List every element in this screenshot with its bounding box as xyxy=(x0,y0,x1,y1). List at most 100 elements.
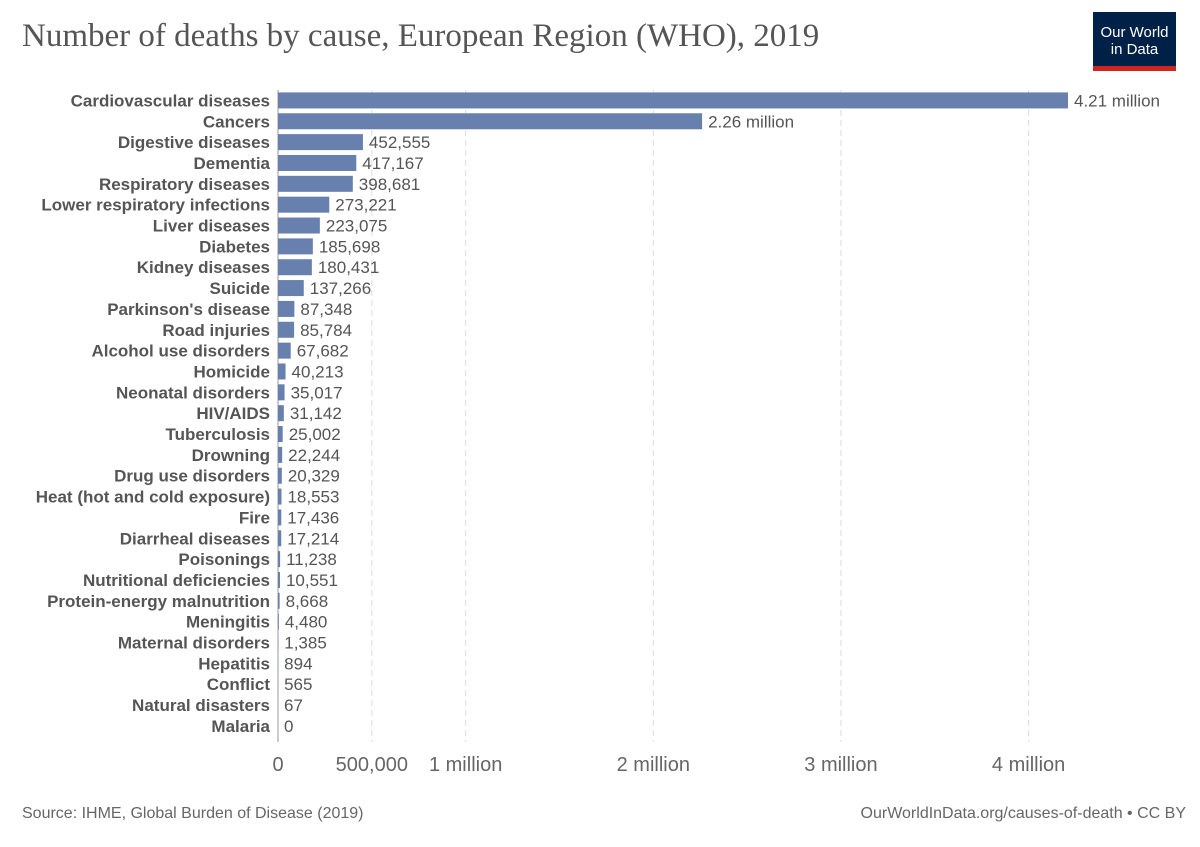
value-label: 273,221 xyxy=(335,196,396,215)
value-label: 31,142 xyxy=(290,404,342,423)
bar xyxy=(278,92,1068,109)
category-label: Fire xyxy=(239,508,270,527)
bar xyxy=(278,175,353,192)
value-label: 180,431 xyxy=(318,258,379,277)
value-label: 35,017 xyxy=(291,383,343,402)
bar xyxy=(278,530,282,547)
value-label: 67 xyxy=(284,696,303,715)
value-label: 17,436 xyxy=(287,508,339,527)
category-label: Conflict xyxy=(207,675,271,694)
bar xyxy=(278,280,304,297)
bar xyxy=(278,321,295,338)
category-label: Nutritional deficiencies xyxy=(83,571,270,590)
chart-title: Number of deaths by cause, European Regi… xyxy=(22,18,820,54)
bar xyxy=(278,342,291,359)
category-label: Hepatitis xyxy=(198,654,270,673)
category-label: Dementia xyxy=(193,154,270,173)
category-label: Drowning xyxy=(192,446,270,465)
value-label: 417,167 xyxy=(362,154,423,173)
value-label: 4,480 xyxy=(285,613,328,632)
value-label: 8,668 xyxy=(286,592,329,611)
value-label: 2.26 million xyxy=(708,112,794,131)
value-label: 67,682 xyxy=(297,342,349,361)
bar xyxy=(278,154,357,171)
source-note: Source: IHME, Global Burden of Disease (… xyxy=(22,805,364,822)
category-label: Diarrheal diseases xyxy=(120,529,270,548)
category-label: Heat (hot and cold exposure) xyxy=(36,488,270,507)
bars xyxy=(278,92,1068,714)
bar xyxy=(278,300,295,317)
value-label: 398,681 xyxy=(359,175,420,194)
bar xyxy=(278,217,320,234)
category-label: HIV/AIDS xyxy=(196,404,270,423)
value-label: 565 xyxy=(284,675,312,694)
bar xyxy=(278,467,282,484)
category-labels: Cardiovascular diseases Cancers Digestive … xyxy=(36,91,271,736)
category-label: Suicide xyxy=(210,279,270,298)
value-label: 87,348 xyxy=(300,300,352,319)
bar xyxy=(278,259,312,276)
value-label: 0 xyxy=(284,717,293,736)
value-label: 4.21 million xyxy=(1074,91,1160,110)
category-label: Maternal disorders xyxy=(118,634,270,653)
category-label: Kidney diseases xyxy=(137,258,270,277)
category-label: Alcohol use disorders xyxy=(91,342,270,361)
value-label: 85,784 xyxy=(300,321,352,340)
bar xyxy=(278,551,281,568)
bar xyxy=(278,613,279,630)
value-label: 40,213 xyxy=(292,362,344,381)
bar xyxy=(278,571,280,588)
value-label: 452,555 xyxy=(369,133,430,152)
category-label: Protein-energy malnutrition xyxy=(47,592,270,611)
x-tick-label: 2 million xyxy=(617,754,690,776)
category-label: Natural disasters xyxy=(132,696,270,715)
value-label: 1,385 xyxy=(284,634,327,653)
value-label: 185,698 xyxy=(319,237,380,256)
bar-chart: Cardiovascular diseases Cancers Digestive … xyxy=(36,90,1160,776)
x-tick-label: 1 million xyxy=(429,754,502,776)
value-label: 22,244 xyxy=(288,446,340,465)
x-tick-label: 4 million xyxy=(992,754,1065,776)
bar xyxy=(278,384,285,401)
bar xyxy=(278,446,283,463)
category-label: Cancers xyxy=(203,112,270,131)
category-label: Malaria xyxy=(211,717,270,736)
category-label: Diabetes xyxy=(199,237,270,256)
bar xyxy=(278,426,283,443)
value-label: 20,329 xyxy=(288,467,340,486)
category-label: Meningitis xyxy=(186,613,270,632)
value-label: 18,553 xyxy=(287,488,339,507)
x-axis-ticks: 0 500,000 1 million 2 million 3 million 4 mil… xyxy=(272,754,1065,776)
category-label: Parkinson's disease xyxy=(107,300,270,319)
x-tick-label: 3 million xyxy=(804,754,877,776)
bar xyxy=(278,488,282,505)
bar xyxy=(278,134,363,151)
x-tick-label: 0 xyxy=(272,754,283,776)
category-label: Cardiovascular diseases xyxy=(71,91,270,110)
category-label: Homicide xyxy=(193,362,270,381)
bar xyxy=(278,238,313,255)
value-label: 894 xyxy=(284,654,312,673)
owid-logo[interactable]: Our World in Data xyxy=(1093,12,1176,71)
bar xyxy=(278,113,703,130)
value-label: 223,075 xyxy=(326,217,387,236)
category-label: Drug use disorders xyxy=(114,467,270,486)
logo-line-1: Our World xyxy=(1100,24,1169,41)
value-label: 137,266 xyxy=(310,279,371,298)
category-label: Digestive diseases xyxy=(118,133,270,152)
value-labels: 4.21 million 2.26 million 452,555 417,167 39… xyxy=(284,91,1160,736)
bar xyxy=(278,405,284,422)
category-label: Lower respiratory infections xyxy=(41,196,270,215)
bar xyxy=(278,509,282,526)
value-label: 11,238 xyxy=(286,550,337,569)
source-link[interactable]: OurWorldInData.org/causes-of-death • CC … xyxy=(860,805,1186,822)
category-label: Poisonings xyxy=(178,550,270,569)
category-label: Liver diseases xyxy=(153,217,270,236)
category-label: Tuberculosis xyxy=(165,425,270,444)
bar xyxy=(278,363,286,380)
x-tick-label: 500,000 xyxy=(336,754,408,776)
value-label: 25,002 xyxy=(289,425,341,444)
logo-line-2: in Data xyxy=(1110,41,1159,58)
bar xyxy=(278,196,330,213)
bar xyxy=(278,592,280,609)
